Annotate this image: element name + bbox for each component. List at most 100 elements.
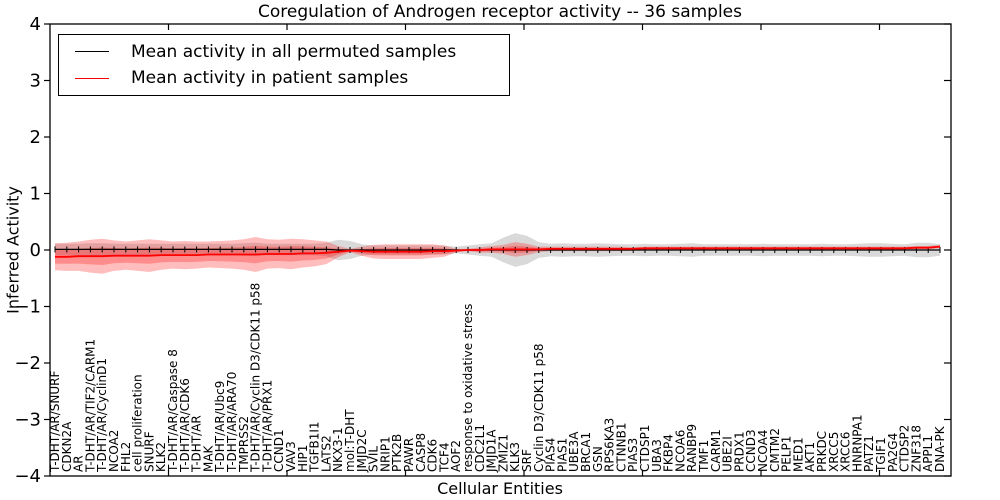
x-category-label: CASP8 xyxy=(414,433,428,472)
patient-mean-line xyxy=(55,245,941,258)
x-category-label: NCOA2 xyxy=(107,430,121,472)
x-category-label: T-DHT/AR/SNURF xyxy=(48,371,62,474)
x-category-label: T-DHT/AR/CDK6 xyxy=(178,378,192,473)
x-category-label: TGFB1I1 xyxy=(308,421,322,473)
x-category-label: GSN xyxy=(591,446,605,472)
x-category-label: XRCC6 xyxy=(839,432,853,472)
x-category-label: NCOA6 xyxy=(673,430,687,472)
x-category-label: VAV3 xyxy=(284,441,298,472)
x-category-label: TMPRSS2 xyxy=(237,416,251,473)
x-category-label: FKBP4 xyxy=(662,434,676,472)
y-tick-label: −2 xyxy=(14,353,41,374)
y-tick-label: 1 xyxy=(30,184,41,205)
x-category-label: ZNF318 xyxy=(909,425,923,472)
permuted-line-swatch xyxy=(75,51,109,53)
x-category-label: PTK2B xyxy=(390,434,404,472)
x-category-label: mol:T-DHT xyxy=(343,409,357,472)
x-category-label: AKT1 xyxy=(803,442,817,472)
x-category-label: CCND1 xyxy=(272,429,286,472)
x-category-label: DNA-PK xyxy=(933,425,947,472)
x-category-label: UBA3 xyxy=(650,439,664,472)
patient-std-band xyxy=(55,237,940,274)
x-category-label: T-DHT/AR/Ubc9 xyxy=(213,381,227,473)
x-category-label: PELP1 xyxy=(780,436,794,472)
x-category-label: JMJD1A xyxy=(485,429,499,473)
x-category-label: PAWR xyxy=(402,438,416,472)
y-tick-label: −1 xyxy=(14,297,41,318)
x-category-label: T-DHT/AR/PRX1 xyxy=(260,380,274,473)
x-category-label: KLK2 xyxy=(154,442,168,472)
x-category-label: PRDX1 xyxy=(732,431,746,472)
x-category-label: SVIL xyxy=(367,446,381,472)
x-category-label: T-DHT/AR/CyclinD1 xyxy=(95,358,109,473)
x-category-label: KLK3 xyxy=(508,442,522,472)
y-tick-label: 4 xyxy=(30,14,41,35)
x-category-label: RANBP9 xyxy=(685,424,699,472)
x-category-label: AR xyxy=(72,455,86,472)
x-category-label: UBE3A xyxy=(567,431,581,472)
patient-std-band-inner xyxy=(55,245,940,265)
x-category-label: XRCC5 xyxy=(827,432,841,472)
legend-entry-patient: Mean activity in patient samples xyxy=(59,68,509,88)
x-category-label: BRCA1 xyxy=(579,432,593,472)
x-category-label: NKX3-1 xyxy=(331,427,345,472)
x-category-label: SNURF xyxy=(142,431,156,472)
x-category-label: TCF4 xyxy=(437,442,451,473)
x-category-label: NCOA4 xyxy=(756,430,770,472)
x-category-label: ZMIZ1 xyxy=(496,434,510,472)
x-category-label: CTDSP1 xyxy=(638,425,652,472)
x-category-label: PA2G4 xyxy=(886,433,900,472)
y-tick-label: 2 xyxy=(30,127,41,148)
x-category-label: CDK6 xyxy=(426,439,440,472)
x-category-label: CDC2L1 xyxy=(473,424,487,472)
x-category-label: APPL1 xyxy=(921,435,935,472)
x-category-label: HIP1 xyxy=(296,445,310,472)
x-category-label: CMTM2 xyxy=(768,428,782,472)
x-category-label: PIAS3 xyxy=(626,438,640,472)
y-tick-label: 0 xyxy=(30,240,41,261)
chart-title: Coregulation of Androgen receptor activi… xyxy=(257,2,743,22)
x-category-label: T-DHT/AR/Caspase 8 xyxy=(166,349,180,473)
x-category-label: JMJD2C xyxy=(355,429,369,473)
patient-line-swatch xyxy=(75,77,109,79)
x-category-label: T-DHT/AR/TIF2/CARM1 xyxy=(83,339,97,473)
x-category-label: LATS2 xyxy=(319,435,333,472)
y-axis-label: Inferred Activity xyxy=(3,186,23,314)
y-tick-label: −4 xyxy=(14,466,41,487)
x-category-label: T-DHT/AR/Cyclin D3/CDK11 p58 xyxy=(249,283,263,473)
x-category-label: HNRNPA1 xyxy=(850,414,864,472)
y-tick-label: −3 xyxy=(14,410,41,431)
legend: Mean activity in all permuted samples Me… xyxy=(58,34,510,96)
x-category-label: CTDSP2 xyxy=(898,425,912,472)
x-category-label: PRKDC xyxy=(815,431,829,472)
x-category-label: PATZ1 xyxy=(862,435,876,472)
x-category-label: Cyclin D3/CDK11 p58 xyxy=(532,343,546,472)
x-axis-label: Cellular Entities xyxy=(437,479,563,498)
x-category-label: UBE2I xyxy=(721,436,735,472)
x-category-label: CDKN2A xyxy=(60,421,74,472)
x-category-label: AOF2 xyxy=(449,440,463,472)
x-category-label: response to oxidative stress xyxy=(461,304,475,472)
y-tick-label: 3 xyxy=(30,71,41,92)
x-category-label: cell proliferation xyxy=(131,374,145,472)
x-category-label: PIAS4 xyxy=(544,438,558,472)
x-category-label: TMF1 xyxy=(697,440,711,473)
x-category-label: TGIF1 xyxy=(874,437,888,473)
legend-label-patient: Mean activity in patient samples xyxy=(131,68,409,89)
legend-label-permuted: Mean activity in all permuted samples xyxy=(131,41,457,62)
x-category-label: CTNNB1 xyxy=(614,422,628,472)
x-category-label: CARM1 xyxy=(709,429,723,472)
x-category-label: RPS6KA3 xyxy=(603,418,617,472)
x-category-label: T-DHT/AR/ARA70 xyxy=(225,372,239,473)
legend-entry-permuted: Mean activity in all permuted samples xyxy=(59,42,509,62)
x-category-label: FHL2 xyxy=(119,442,133,472)
x-category-label: PIAS1 xyxy=(555,438,569,472)
x-category-label: MAK xyxy=(201,444,215,472)
x-category-label: CCND3 xyxy=(744,429,758,472)
x-category-label: NRIP1 xyxy=(378,436,392,472)
x-category-label: T-DHT/AR xyxy=(190,415,204,473)
x-category-label: SRF xyxy=(520,449,534,472)
x-category-label: MED1 xyxy=(791,437,805,472)
